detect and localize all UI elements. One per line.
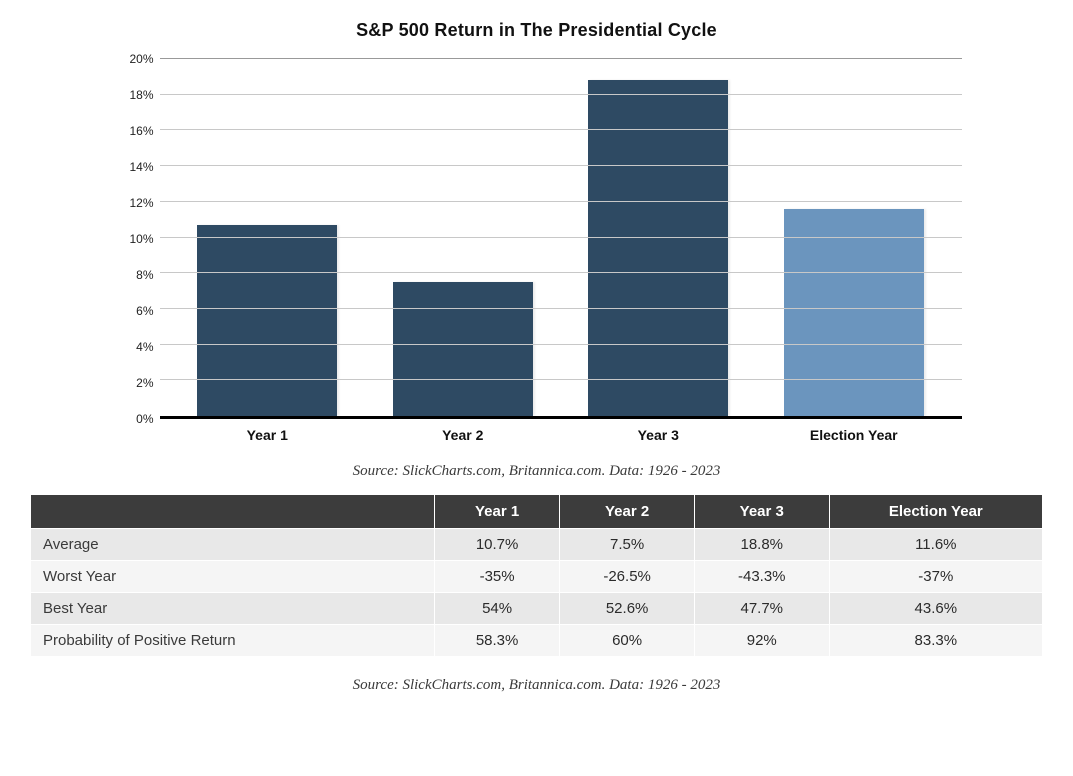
grid-line xyxy=(160,379,962,380)
y-tick-label: 2% xyxy=(136,376,153,390)
table-cell: 43.6% xyxy=(829,593,1042,625)
data-table: Year 1Year 2Year 3Election Year Average1… xyxy=(30,494,1043,657)
bar-slot xyxy=(561,59,757,416)
y-tick-label: 0% xyxy=(136,412,153,426)
chart-source: Source: SlickCharts.com, Britannica.com.… xyxy=(30,463,1043,480)
bars-group xyxy=(160,59,962,416)
bar xyxy=(393,282,533,416)
x-tick-label: Year 1 xyxy=(170,427,366,443)
y-tick-label: 18% xyxy=(129,88,153,102)
x-tick-label: Election Year xyxy=(756,427,952,443)
table-row: Best Year54%52.6%47.7%43.6% xyxy=(31,593,1043,625)
y-tick-label: 14% xyxy=(129,160,153,174)
grid-line xyxy=(160,308,962,309)
table-source: Source: SlickCharts.com, Britannica.com.… xyxy=(30,677,1043,694)
grid-line xyxy=(160,344,962,345)
table-header-cell: Year 3 xyxy=(694,495,829,529)
x-tick-label: Year 3 xyxy=(561,427,757,443)
table-cell: 92% xyxy=(694,625,829,657)
table-cell: 52.6% xyxy=(560,593,695,625)
table-row: Worst Year-35%-26.5%-43.3%-37% xyxy=(31,561,1043,593)
table-cell: 7.5% xyxy=(560,529,695,561)
y-tick-label: 12% xyxy=(129,196,153,210)
table-cell: 18.8% xyxy=(694,529,829,561)
grid-line xyxy=(160,272,962,273)
x-tick-label: Year 2 xyxy=(365,427,561,443)
table-cell: -35% xyxy=(434,561,559,593)
y-tick-label: 8% xyxy=(136,268,153,282)
chart-container: S&P 500 Return in The Presidential Cycle… xyxy=(112,20,962,443)
y-tick-label: 4% xyxy=(136,340,153,354)
table-cell: -43.3% xyxy=(694,561,829,593)
y-tick-label: 10% xyxy=(129,232,153,246)
table-header-cell xyxy=(31,495,435,529)
table-cell: -26.5% xyxy=(560,561,695,593)
grid-line xyxy=(160,237,962,238)
table-cell: 83.3% xyxy=(829,625,1042,657)
y-tick-label: 16% xyxy=(129,124,153,138)
table-cell: Best Year xyxy=(31,593,435,625)
grid-line xyxy=(160,201,962,202)
bar-slot xyxy=(756,59,952,416)
y-axis: 0%2%4%6%8%10%12%14%16%18%20% xyxy=(112,59,160,419)
grid-line xyxy=(160,58,962,59)
table-row: Probability of Positive Return58.3%60%92… xyxy=(31,625,1043,657)
table-cell: 10.7% xyxy=(434,529,559,561)
table-header-cell: Year 1 xyxy=(434,495,559,529)
table-cell: Probability of Positive Return xyxy=(31,625,435,657)
chart-title: S&P 500 Return in The Presidential Cycle xyxy=(112,20,962,41)
table-row: Average10.7%7.5%18.8%11.6% xyxy=(31,529,1043,561)
table-cell: 58.3% xyxy=(434,625,559,657)
y-tick-label: 6% xyxy=(136,304,153,318)
table-cell: 60% xyxy=(560,625,695,657)
y-tick-label: 20% xyxy=(129,52,153,66)
bar-slot xyxy=(170,59,366,416)
table-header-cell: Election Year xyxy=(829,495,1042,529)
plot xyxy=(160,59,962,419)
table-cell: 47.7% xyxy=(694,593,829,625)
table-cell: 11.6% xyxy=(829,529,1042,561)
table-cell: -37% xyxy=(829,561,1042,593)
grid-line xyxy=(160,94,962,95)
table-cell: 54% xyxy=(434,593,559,625)
bar-slot xyxy=(365,59,561,416)
bar xyxy=(784,209,924,416)
grid-line xyxy=(160,165,962,166)
table-cell: Average xyxy=(31,529,435,561)
table-header-cell: Year 2 xyxy=(560,495,695,529)
x-axis-labels: Year 1Year 2Year 3Election Year xyxy=(112,419,962,443)
table-cell: Worst Year xyxy=(31,561,435,593)
grid-line xyxy=(160,129,962,130)
bar xyxy=(197,225,337,416)
bar xyxy=(588,80,728,416)
chart-plot-area: 0%2%4%6%8%10%12%14%16%18%20% xyxy=(112,59,962,419)
